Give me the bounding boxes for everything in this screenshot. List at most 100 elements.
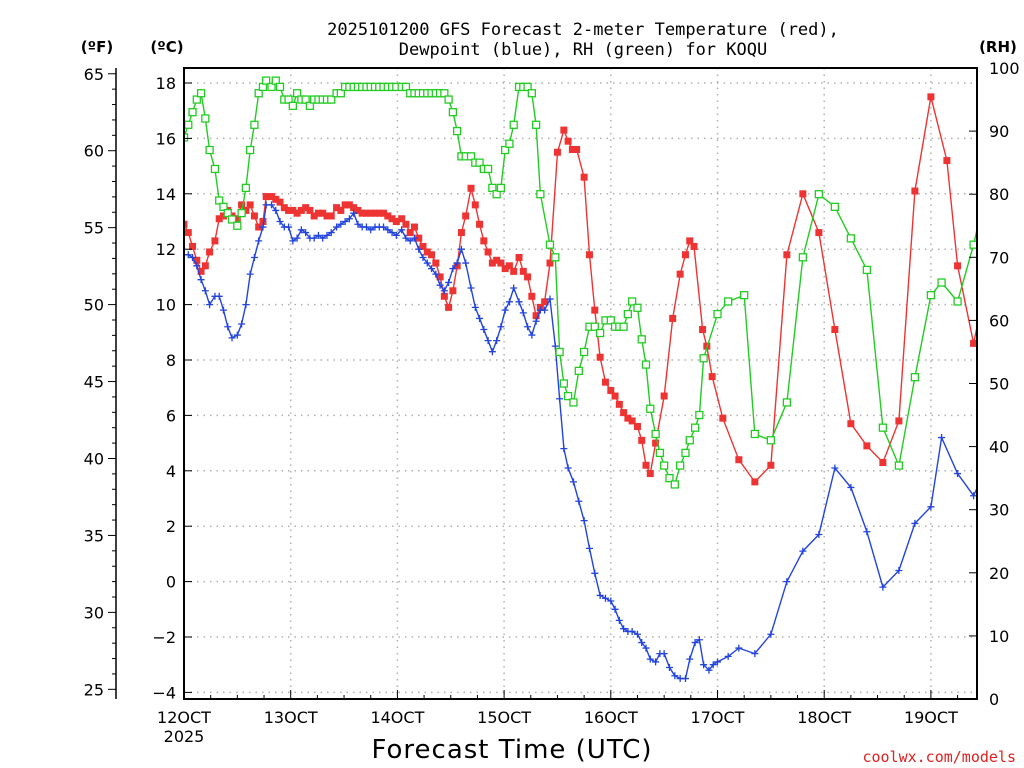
dewpoint-point (250, 254, 258, 262)
temperature-point (306, 206, 314, 214)
dewpoint-point (686, 655, 694, 663)
dewpoint-point (193, 262, 201, 270)
rh-point (250, 120, 259, 129)
rh-point (448, 108, 458, 117)
dewpoint-point (201, 287, 209, 295)
rh-point (695, 410, 704, 420)
dewpoint-point (660, 650, 668, 658)
dewpoint-point (638, 639, 646, 647)
dewpoint-point (580, 517, 588, 525)
temperature-point (238, 201, 246, 209)
rh-point (536, 190, 545, 199)
temperature-point (767, 461, 775, 469)
temperature-point (362, 209, 370, 217)
temperature-point (242, 206, 250, 214)
temperature-point (515, 254, 523, 262)
temperature-point (591, 306, 599, 314)
celsius-tick-label: 16 (156, 129, 176, 148)
rh-unit-label: (RH) (979, 38, 1017, 56)
rh-point (254, 89, 263, 98)
dewpoint-point (569, 478, 577, 486)
rh-point (305, 101, 315, 111)
temperature-point (628, 417, 636, 425)
dewpoint-point (911, 519, 919, 527)
dewpoint-point (238, 320, 246, 328)
dewpoint-point (380, 223, 388, 231)
dewpoint-point (585, 544, 593, 552)
temperature-point (423, 248, 431, 256)
rh-point (551, 253, 560, 262)
rh-point (196, 89, 206, 98)
rh-point (288, 101, 297, 111)
dewpoint-point (246, 270, 254, 278)
rh-point (660, 461, 669, 470)
rh-point (713, 309, 722, 319)
temperature-point (573, 145, 581, 153)
rh-point (953, 297, 962, 306)
dewpoint-point (398, 226, 406, 234)
rh-point (531, 120, 541, 129)
dewpoint-point (611, 605, 619, 613)
rh-point (275, 82, 285, 92)
temperature-point (419, 242, 427, 250)
chart-title-line2: Dewpoint (blue), RH (green) for KOQU (399, 40, 767, 60)
rh-point (590, 322, 599, 331)
temperature-point (280, 204, 288, 212)
temperature-point (358, 209, 366, 217)
temperature-point (457, 229, 465, 237)
rh-point (676, 461, 685, 470)
temperature-point (624, 414, 632, 422)
dewpoint-point (596, 591, 604, 599)
temperature-point (246, 201, 254, 209)
temperature-point (345, 201, 353, 209)
celsius-tick-label: 8 (166, 351, 176, 370)
rh-point (505, 139, 514, 148)
rh-point (681, 448, 690, 458)
rh-point (798, 253, 808, 262)
celsius-tick-label: 10 (156, 296, 176, 315)
temperature-point (568, 145, 576, 153)
temperature-point (638, 436, 646, 444)
temperature-point (681, 251, 689, 259)
fahrenheit-tick-label: 45 (84, 373, 104, 392)
fahrenheit-unit-label: (ºF) (81, 38, 113, 56)
dewpoint-point (323, 231, 331, 239)
rh-point (651, 429, 660, 439)
dewpoint-point (310, 234, 318, 242)
rh-tick-label: 60 (989, 311, 1009, 330)
temperature-point (719, 414, 727, 422)
rh-tick-label: 0 (989, 690, 999, 709)
dewpoint-point (601, 594, 609, 602)
dewpoint-point (799, 547, 807, 555)
dewpoint-point (289, 237, 297, 245)
dewpoint-point (297, 226, 305, 234)
temperature-point (285, 206, 293, 214)
rh-point (623, 309, 633, 319)
temperature-point (642, 461, 650, 469)
temperature-point (201, 262, 209, 270)
rh-point (750, 429, 759, 439)
rh-point (894, 461, 904, 470)
chart-title-line1: 2025101200 GFS Forecast 2-meter Temperat… (327, 20, 839, 40)
temperature-point (333, 204, 341, 212)
rh-point (509, 120, 518, 129)
rh-point (606, 316, 615, 325)
temperature-point (289, 206, 297, 214)
dewpoint-point (259, 223, 267, 231)
temperature-point (943, 157, 951, 165)
dewpoint-point (224, 323, 232, 331)
dewpoint-point (392, 231, 400, 239)
temperature-point (415, 234, 423, 242)
dewpoint-point (528, 331, 536, 339)
dewpoint-point (510, 284, 518, 292)
rh-point (327, 95, 336, 104)
dewpoint-point (428, 265, 436, 273)
dewpoint-point (345, 215, 353, 223)
temperature-point (197, 267, 205, 275)
dewpoint-point (314, 231, 322, 239)
dewpoint-point (767, 630, 775, 638)
dewpoint-point (493, 337, 501, 345)
temperature-point (255, 223, 263, 231)
temperature-point (879, 458, 887, 466)
